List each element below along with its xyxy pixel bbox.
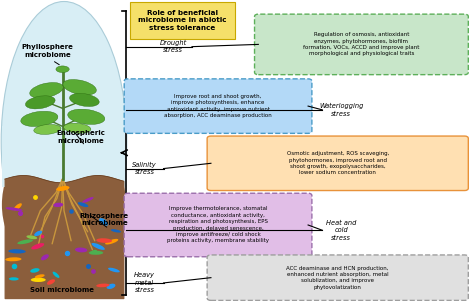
Ellipse shape — [47, 279, 55, 285]
Ellipse shape — [96, 238, 112, 243]
Ellipse shape — [27, 235, 37, 239]
Text: Rhizosphere
microbiome: Rhizosphere microbiome — [80, 213, 129, 226]
Text: Heat and
cold
stress: Heat and cold stress — [326, 220, 356, 241]
FancyBboxPatch shape — [124, 193, 312, 257]
Text: Heavy
metal
stress: Heavy metal stress — [134, 272, 155, 293]
FancyBboxPatch shape — [207, 255, 468, 300]
Ellipse shape — [89, 251, 103, 255]
Ellipse shape — [99, 218, 108, 226]
Ellipse shape — [5, 257, 21, 261]
Ellipse shape — [53, 203, 63, 207]
Text: Improve thermotolerance, stomatal
conductance, antioxidant activity,
respiration: Improve thermotolerance, stomatal conduc… — [167, 206, 269, 244]
Text: Waterlogging
stress: Waterlogging stress — [319, 103, 364, 117]
Ellipse shape — [34, 231, 42, 236]
Ellipse shape — [31, 278, 46, 282]
Ellipse shape — [53, 272, 59, 278]
Ellipse shape — [70, 93, 99, 107]
Ellipse shape — [31, 243, 44, 250]
Ellipse shape — [96, 284, 109, 287]
Ellipse shape — [34, 124, 61, 135]
Ellipse shape — [35, 274, 45, 278]
Text: Endospheric
microbiome: Endospheric microbiome — [56, 130, 105, 144]
Text: Role of beneficial
microbiome in abiotic
stress tolerance: Role of beneficial microbiome in abiotic… — [138, 10, 227, 31]
Ellipse shape — [1, 2, 127, 281]
Ellipse shape — [75, 247, 87, 252]
Ellipse shape — [78, 202, 88, 207]
FancyBboxPatch shape — [130, 2, 235, 39]
Ellipse shape — [9, 277, 18, 281]
FancyBboxPatch shape — [207, 136, 468, 191]
Ellipse shape — [82, 197, 93, 203]
FancyBboxPatch shape — [255, 14, 468, 75]
Ellipse shape — [91, 243, 105, 250]
Ellipse shape — [64, 123, 91, 133]
FancyBboxPatch shape — [124, 79, 312, 133]
Ellipse shape — [6, 207, 23, 211]
Text: Phyllosphere
microbiome: Phyllosphere microbiome — [21, 45, 73, 58]
Ellipse shape — [41, 254, 49, 260]
Ellipse shape — [108, 268, 120, 272]
Ellipse shape — [111, 229, 121, 233]
Text: Drought
stress: Drought stress — [159, 40, 187, 54]
Ellipse shape — [21, 111, 58, 126]
Ellipse shape — [56, 66, 69, 73]
Text: Improve root and shoot growth,
improve photosynthesis, enhance
antioxidant activ: Improve root and shoot growth, improve p… — [164, 94, 272, 118]
Text: ACC deaminase and HCN production,
enhanced nutrient absorption, metal
solublizat: ACC deaminase and HCN production, enhanc… — [286, 265, 389, 290]
Ellipse shape — [2, 134, 126, 275]
Ellipse shape — [30, 82, 63, 98]
Ellipse shape — [63, 79, 96, 95]
Ellipse shape — [30, 268, 39, 273]
Text: Salinity
stress: Salinity stress — [132, 162, 157, 175]
Ellipse shape — [14, 203, 22, 210]
Ellipse shape — [90, 250, 97, 254]
Text: Osmotic adjustment, ROS scaveging,
phytohormones, improved root and
shoot growth: Osmotic adjustment, ROS scaveging, phyto… — [287, 151, 389, 175]
Text: Soil microbiome: Soil microbiome — [29, 287, 94, 293]
Ellipse shape — [56, 186, 70, 191]
Ellipse shape — [107, 284, 115, 289]
Text: Regulation of osmosis, antioxidant
enzymes, phytohormones, biofilm
formation, VO: Regulation of osmosis, antioxidant enzym… — [303, 32, 419, 57]
Ellipse shape — [18, 239, 33, 244]
Ellipse shape — [9, 249, 26, 253]
Ellipse shape — [68, 109, 105, 124]
Ellipse shape — [26, 96, 55, 109]
Ellipse shape — [105, 239, 118, 244]
Bar — [2, 126, 126, 187]
